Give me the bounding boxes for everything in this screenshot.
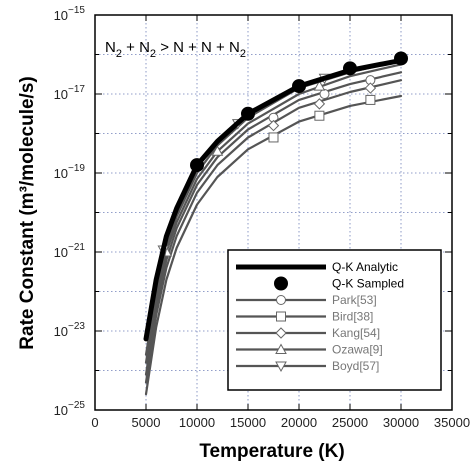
legend-label: Q-K Sampled	[332, 277, 404, 291]
triangle-up-marker	[275, 343, 287, 354]
legend-label: Park[53]	[332, 293, 377, 307]
series-line-bird-38	[144, 94, 403, 396]
reaction-annotation: N2 + N2 > N + N + N2	[105, 39, 246, 60]
triangle-up-marker	[313, 80, 326, 91]
legend-item: Q-K Analytic	[236, 260, 398, 274]
y-tick-label: 10−15	[54, 5, 86, 23]
y-tick-label: 10−23	[54, 321, 86, 339]
axis-ticks: 0 5000 10000 15000 20000 25000 30000 35000 10−15…	[54, 5, 471, 430]
reaction-text: + N	[122, 39, 150, 56]
square-marker	[314, 110, 325, 121]
reaction-subscript: 2	[240, 48, 246, 60]
filled-circle-marker	[343, 61, 357, 76]
filled-circle-marker	[274, 276, 288, 291]
filled-circle-marker	[190, 158, 204, 173]
x-tick-label: 10000	[179, 415, 215, 430]
legend: Q-K Analytic Q-K Sampled Park[53] Bird[38] K…	[227, 249, 442, 391]
series-bird-38	[144, 94, 403, 396]
square-marker	[276, 311, 286, 322]
circle-marker	[319, 89, 330, 99]
triangle-up-marker	[211, 145, 224, 156]
series-layer	[143, 51, 408, 396]
reaction-subscript: 2	[116, 48, 122, 60]
y-tick-label: 10−25	[54, 400, 86, 418]
x-tick-label: 0	[91, 415, 98, 430]
legend-item: Ozawa[9]	[236, 343, 383, 357]
legend-box	[227, 249, 442, 391]
y-axis-label: Rate Constant (m³/molecule/s)	[17, 76, 38, 349]
y-tick-label: 10−19	[54, 163, 86, 181]
x-axis-label: Temperature (K)	[199, 441, 344, 462]
reaction-text: N	[105, 39, 116, 56]
legend-item: Park[53]	[236, 293, 377, 307]
legend-item: Kang[54]	[236, 326, 380, 340]
legend-label: Kang[54]	[332, 326, 380, 340]
legend-label: Q-K Analytic	[332, 260, 398, 274]
square-marker	[268, 132, 279, 143]
series-line-ozawa-9	[144, 63, 403, 364]
x-tick-label: 30000	[383, 415, 419, 430]
legend-item: Bird[38]	[236, 310, 373, 324]
diamond-marker	[364, 82, 377, 94]
reaction-subscript: 2	[150, 48, 156, 60]
series-kang-54	[144, 79, 403, 384]
diamond-marker	[313, 98, 326, 110]
series-line-q-k-analytic	[143, 57, 404, 342]
filled-circle-marker	[292, 79, 306, 94]
circle-marker	[276, 295, 286, 305]
x-tick-label: 5000	[132, 415, 161, 430]
diamond-marker	[275, 327, 287, 339]
x-tick-label: 35000	[434, 415, 470, 430]
y-tick-label: 10−17	[54, 84, 86, 102]
series-line-kang-54	[144, 79, 403, 384]
square-marker	[365, 94, 376, 105]
reaction-text: > N + N + N	[156, 39, 240, 56]
legend-label: Bird[38]	[332, 310, 373, 324]
triangle-down-marker	[275, 361, 287, 373]
x-tick-label: 20000	[281, 415, 317, 430]
y-tick-label: 10−21	[54, 242, 86, 260]
filled-circle-marker	[241, 106, 255, 121]
legend-label: Ozawa[9]	[332, 343, 383, 357]
x-tick-label: 25000	[332, 415, 368, 430]
series-ozawa-9	[144, 63, 403, 364]
legend-item: Boyd[57]	[236, 359, 379, 373]
series-q-k-analytic	[143, 57, 404, 342]
filled-circle-marker	[394, 51, 408, 66]
x-tick-label: 15000	[230, 415, 266, 430]
legend-item: Q-K Sampled	[274, 276, 404, 291]
diamond-marker	[267, 119, 280, 132]
legend-label: Boyd[57]	[332, 359, 379, 373]
series-q-k-sampled	[190, 51, 408, 173]
